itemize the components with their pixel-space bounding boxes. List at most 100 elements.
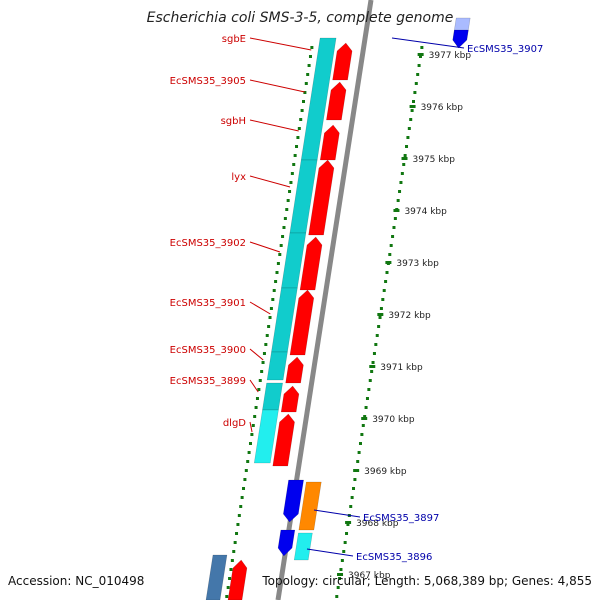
inner-tick-dot xyxy=(257,388,261,391)
gene-arrow-red xyxy=(227,559,248,600)
outer-tick-dot xyxy=(343,541,347,544)
scale-label: 3977 kbp xyxy=(429,51,472,61)
inner-tick-dot xyxy=(251,424,255,427)
label-leader-line xyxy=(313,509,361,518)
cds-block-cyan xyxy=(266,351,288,381)
outer-tick-dot xyxy=(349,505,353,508)
outer-tick-dot xyxy=(340,559,344,562)
inner-tick-dot xyxy=(269,307,273,310)
outer-tick-dot xyxy=(409,118,413,121)
gene-arrow-blue xyxy=(283,479,304,523)
inner-tick-dot xyxy=(244,469,248,472)
inner-tick-dot xyxy=(271,298,275,301)
major-tick xyxy=(385,261,392,264)
scale-label: 3976 kbp xyxy=(421,103,464,113)
accession-text: Accession: NC_010498 xyxy=(8,574,145,588)
map-title: Escherichia coli SMS-3-5, complete genom… xyxy=(146,10,454,26)
major-tick xyxy=(417,53,424,56)
gene-arrow-red xyxy=(280,385,300,413)
outer-tick-dot xyxy=(363,415,367,418)
outer-tick-dot xyxy=(414,82,418,85)
inner-tick-dot xyxy=(233,541,237,544)
major-tick xyxy=(337,573,344,576)
gene-label: sgbH xyxy=(221,116,246,127)
outer-tick-dot xyxy=(413,91,417,94)
outer-tick-dot xyxy=(353,478,357,481)
inner-tick-dot xyxy=(306,73,310,76)
outer-tick-dot xyxy=(350,496,354,499)
outer-tick-dot xyxy=(379,307,383,310)
inner-tick-dot xyxy=(267,325,271,328)
major-tick xyxy=(377,313,384,316)
scale-label: 3973 kbp xyxy=(396,259,439,269)
scale-label: 3968 kbp xyxy=(356,519,399,529)
cds-block-cyan xyxy=(293,532,313,561)
major-tick xyxy=(345,521,352,524)
outer-tick-dot xyxy=(418,55,422,58)
scale-label: 3971 kbp xyxy=(380,363,423,373)
inner-tick-dot xyxy=(310,46,314,49)
outer-tick-dot xyxy=(416,73,420,76)
outer-tick-dot xyxy=(399,181,403,184)
cds-block-cyan xyxy=(253,409,279,464)
cds-block-steel-blue xyxy=(205,554,228,600)
inner-tick-dot xyxy=(261,361,265,364)
inner-tick-dot xyxy=(307,64,311,67)
major-tick xyxy=(361,417,368,420)
gene-label: EcSMS35_3896 xyxy=(356,552,432,563)
outer-tick-dot xyxy=(360,433,364,436)
outer-tick-dot xyxy=(407,127,411,130)
scale-label: 3967 kbp xyxy=(348,571,391,581)
inner-tick-dot xyxy=(246,460,250,463)
outer-tick-dot xyxy=(420,46,424,49)
label-layer: sgbE EcSMS35_3905 sgbH lyx EcSMS35_3902 EcSMS… xyxy=(170,34,544,563)
inner-tick-dot xyxy=(297,127,301,130)
outer-tick-dot xyxy=(385,271,389,274)
inner-tick-dot xyxy=(236,523,240,526)
gene-arrow-red xyxy=(326,81,347,121)
outer-tick-dot xyxy=(357,451,361,454)
tick-layer: 3977 kbp 3976 kbp 3975 kbp 3974 kbp 3973 kbp… xyxy=(225,46,471,598)
gene-arrow-red xyxy=(289,289,315,356)
outer-tick-dot xyxy=(335,595,339,598)
outer-tick-dot xyxy=(364,406,368,409)
gene-arrow-blue xyxy=(452,29,469,49)
inner-tick-dot xyxy=(293,154,297,157)
outer-tick-dot xyxy=(398,190,402,193)
inner-tick-dot xyxy=(255,397,259,400)
outer-tick-dot xyxy=(405,145,409,148)
outer-tick-dot xyxy=(391,235,395,238)
gene-arrow-blue xyxy=(277,529,296,557)
outer-tick-dot xyxy=(393,217,397,220)
outer-tick-dot xyxy=(342,550,346,553)
outer-tick-dot xyxy=(384,280,388,283)
inner-tick-dot xyxy=(281,235,285,238)
inner-tick-dot xyxy=(303,91,307,94)
gene-arrow-red xyxy=(308,159,335,236)
outer-tick-dot xyxy=(403,154,407,157)
gene-label: sgbE xyxy=(222,34,246,45)
outer-tick-dot xyxy=(396,199,400,202)
outer-tick-dot xyxy=(345,532,349,535)
inner-tick-dot xyxy=(253,415,257,418)
inner-tick-dot xyxy=(237,514,241,517)
gene-label: EcSMS35_3900 xyxy=(170,345,246,356)
inner-tick-dot xyxy=(304,82,308,85)
inner-tick-dot xyxy=(232,550,236,553)
cds-block-orange xyxy=(298,481,322,531)
gene-label: EcSMS35_3905 xyxy=(170,76,246,87)
inner-tick-dot xyxy=(282,226,286,229)
outer-tick-dot xyxy=(377,325,381,328)
inner-tick-dot xyxy=(254,406,258,409)
gene-label: EcSMS35_3901 xyxy=(170,298,246,309)
gene-label: EcSMS35_3907 xyxy=(467,44,543,55)
outer-tick-dot xyxy=(368,379,372,382)
scale-label: 3974 kbp xyxy=(404,207,447,217)
gene-label: dlgD xyxy=(223,418,246,429)
inner-tick-dot xyxy=(278,253,282,256)
inner-tick-dot xyxy=(242,487,246,490)
gene-arrow-red xyxy=(319,124,340,161)
major-tick xyxy=(353,469,360,472)
outer-tick-dot xyxy=(389,244,393,247)
